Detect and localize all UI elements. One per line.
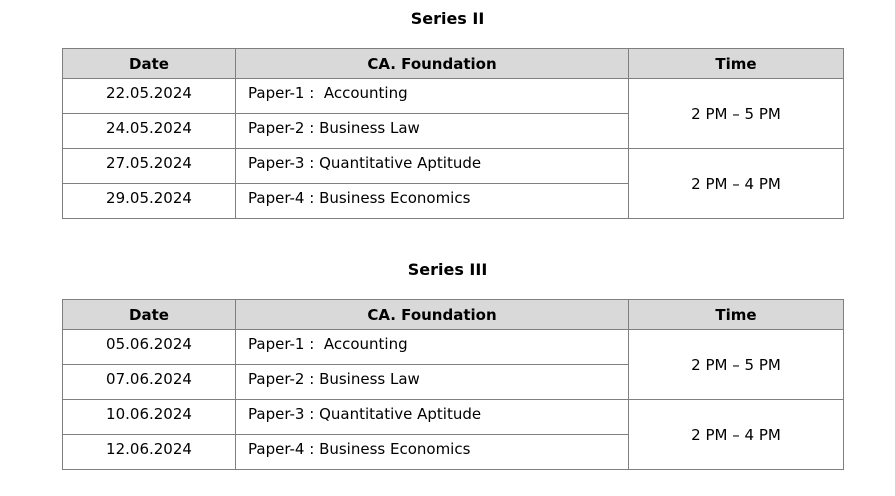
- date-cell: 22.05.2024: [62, 78, 236, 114]
- date-cell: 10.06.2024: [62, 399, 236, 435]
- table-header-row: Date CA. Foundation Time: [62, 299, 844, 330]
- series-ii-schedule-table: Date CA. Foundation Time 22.05.2024 Pape…: [62, 48, 844, 219]
- date-cell: 29.05.2024: [62, 183, 236, 219]
- table-row: 24.05.2024 Paper-2 : Business Law: [62, 113, 844, 149]
- table-row: 27.05.2024 Paper-3 : Quantitative Aptitu…: [62, 148, 844, 219]
- time-cell: 2 PM – 4 PM: [628, 148, 844, 219]
- table-row: 05.06.2024 Paper-1 : Accounting 2 PM – 5…: [62, 329, 844, 400]
- table-row: 22.05.2024 Paper-1 : Accounting 2 PM – 5…: [62, 78, 844, 149]
- paper-cell: Paper-4 : Business Economics: [235, 434, 629, 470]
- table-row: 29.05.2024 Paper-4 : Business Economics: [62, 183, 844, 219]
- date-cell: 07.06.2024: [62, 364, 236, 400]
- section-title-series-iii: Series III: [407, 260, 488, 279]
- series-ii-section: Series II Date CA. Foundation Time 22.05…: [0, 0, 895, 219]
- paper-cell: Paper-3 : Quantitative Aptitude: [235, 148, 629, 184]
- date-cell: 12.06.2024: [62, 434, 236, 470]
- paper-cell: Paper-2 : Business Law: [235, 113, 629, 149]
- series-iii-schedule-table: Date CA. Foundation Time 05.06.2024 Pape…: [62, 299, 844, 470]
- section-title-series-ii: Series II: [410, 9, 485, 28]
- paper-cell: Paper-3 : Quantitative Aptitude: [235, 399, 629, 435]
- time-cell: 2 PM – 5 PM: [628, 329, 844, 400]
- table-row: 07.06.2024 Paper-2 : Business Law: [62, 364, 844, 400]
- date-cell: 05.06.2024: [62, 329, 236, 365]
- date-cell: 27.05.2024: [62, 148, 236, 184]
- column-header-foundation: CA. Foundation: [235, 299, 629, 330]
- table-row: 10.06.2024 Paper-3 : Quantitative Aptitu…: [62, 399, 844, 470]
- table-header-row: Date CA. Foundation Time: [62, 48, 844, 79]
- paper-cell: Paper-4 : Business Economics: [235, 183, 629, 219]
- column-header-time: Time: [628, 299, 844, 330]
- column-header-time: Time: [628, 48, 844, 79]
- time-cell: 2 PM – 4 PM: [628, 399, 844, 470]
- paper-cell: Paper-1 : Accounting: [235, 78, 629, 114]
- time-cell: 2 PM – 5 PM: [628, 78, 844, 149]
- column-header-date: Date: [62, 48, 236, 79]
- date-cell: 24.05.2024: [62, 113, 236, 149]
- column-header-foundation: CA. Foundation: [235, 48, 629, 79]
- paper-cell: Paper-1 : Accounting: [235, 329, 629, 365]
- series-iii-section: Series III Date CA. Foundation Time 05.0…: [0, 260, 895, 470]
- table-row: 12.06.2024 Paper-4 : Business Economics: [62, 434, 844, 470]
- paper-cell: Paper-2 : Business Law: [235, 364, 629, 400]
- column-header-date: Date: [62, 299, 236, 330]
